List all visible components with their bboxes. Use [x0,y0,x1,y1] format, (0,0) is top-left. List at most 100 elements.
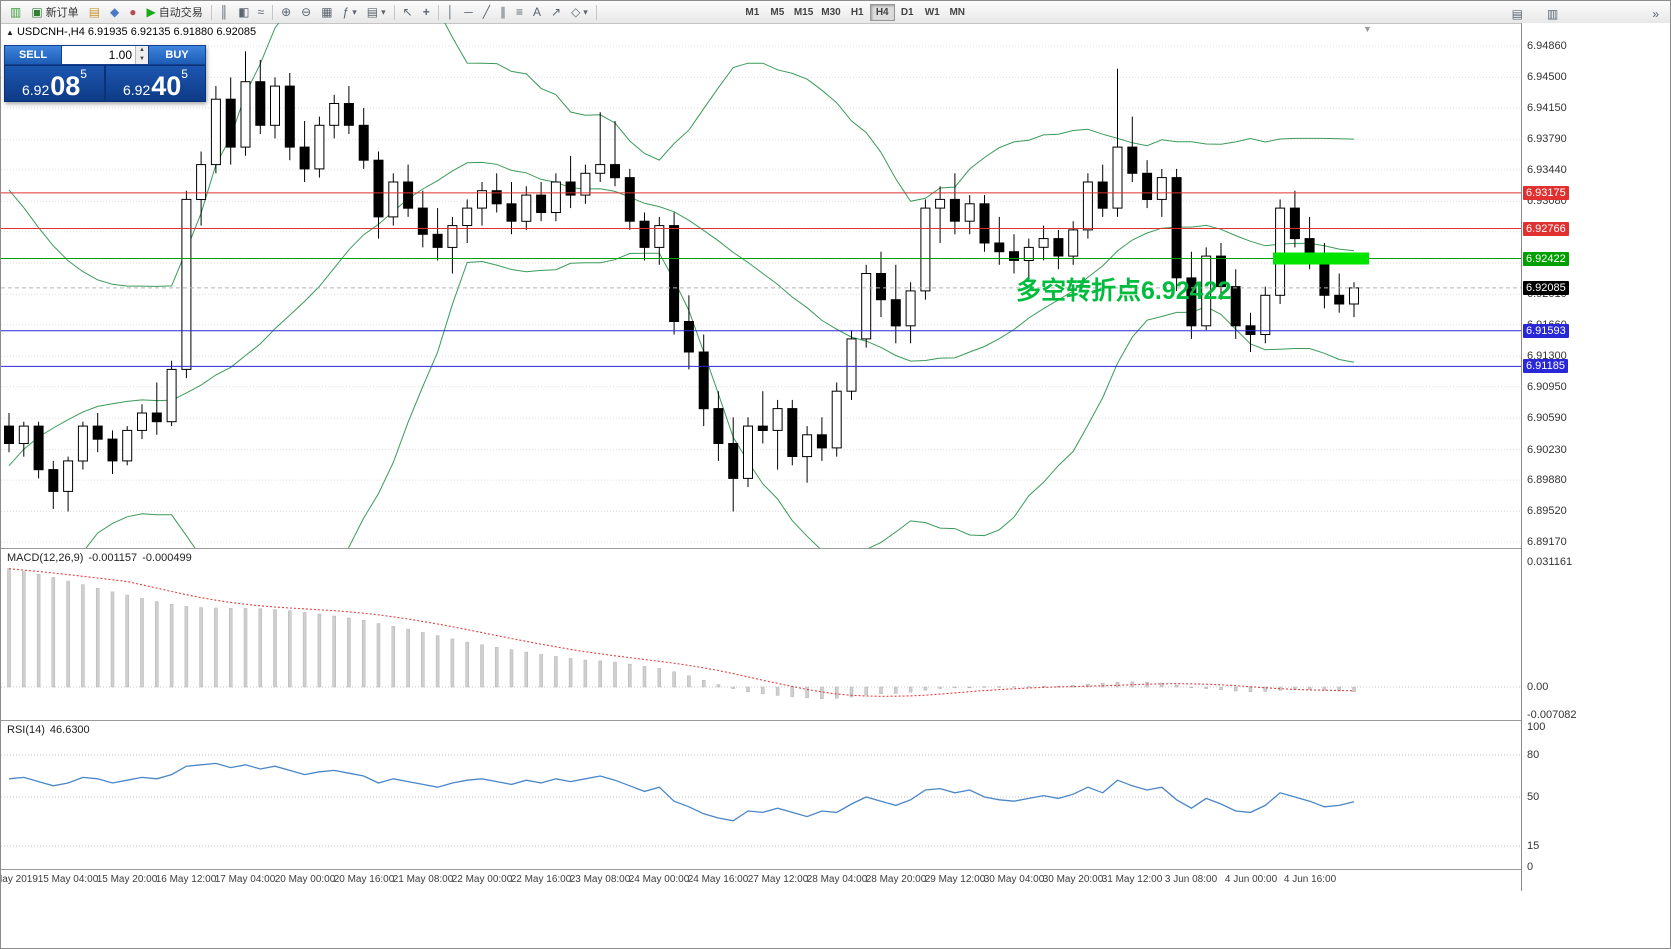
channel-button[interactable]: ∥ [495,3,511,22]
time-tick-label: 28 May 20:00 [865,874,927,885]
vertical-line-button[interactable]: │ [442,3,460,22]
overflow-chevron-icon: » [1652,6,1659,21]
rsi-panel[interactable] [1,721,1521,869]
time-tick-label: 3 Jun 08:00 [1164,874,1218,885]
market-watch-button[interactable]: ◆ [105,3,124,22]
fibonacci-icon: ≡ [515,5,523,19]
buy-price[interactable]: 6.92 40 5 [105,65,206,102]
price-tick-label: 6.93790 [1527,133,1567,146]
toolbar-right-button-2[interactable]: ▥ [1542,4,1563,23]
sell-price[interactable]: 6.92 08 5 [4,65,105,102]
timeframe-mn[interactable]: MN [945,4,970,21]
price-tick-label: 6.89520 [1527,505,1567,518]
macd-axis-label: 0.031161 [1527,556,1573,568]
price-tick-label: 6.89170 [1527,536,1567,548]
price-tick-label: 6.90230 [1527,443,1567,456]
timeframe-d1[interactable]: D1 [895,4,920,21]
profiles-button[interactable]: ▤ [84,3,105,22]
sell-price-pips: 08 [50,71,81,101]
price-tick-label: 6.89880 [1527,474,1567,487]
macd-panel[interactable] [1,549,1521,720]
pane-separator-macd[interactable] [1,548,1670,549]
tile-windows-icon: ▦ [321,5,333,19]
navigator-button[interactable]: ● [124,3,141,22]
time-tick-label: 30 May 20:00 [1042,874,1104,885]
toolbar-right-group: ▤ ▥ » [1507,4,1664,23]
toolbar-overflow-button[interactable]: » [1647,4,1664,23]
oct-collapse-icon[interactable]: ▲ [6,28,14,37]
tile-windows-button[interactable]: ▦ [316,3,337,22]
toolbar-separator [595,4,597,20]
rsi-axis-label: 0 [1527,861,1534,873]
bid-price-label: 6.92085 [1523,280,1569,295]
timeframe-w1[interactable]: W1 [920,4,945,21]
rsi-canvas[interactable] [1,721,1521,869]
templates-button[interactable]: ▤ ▾ [362,3,391,22]
autotrading-button[interactable]: ▶ 自动交易 [142,3,208,22]
bollinger-lower-band [84,252,1355,549]
highlight-rectangle[interactable] [1273,252,1369,265]
zoom-out-icon: ⊖ [301,5,312,19]
toolbar-separator [272,4,274,20]
timeframe-m5[interactable]: M5 [765,4,790,21]
autotrading-label: 自动交易 [158,7,203,19]
candles [4,51,1359,512]
toolbar-right-button-1[interactable]: ▤ [1507,4,1528,23]
bar-chart-button[interactable]: ║ [215,3,234,22]
time-tick-label: 17 May 04:00 [214,874,276,885]
horizontal-line-button[interactable]: ─ [459,3,478,22]
macd-canvas[interactable] [1,549,1521,720]
chart-shift-marker[interactable]: ▼ [1363,24,1372,34]
chart-annotation[interactable]: 多空转折点6.92422 [1016,277,1232,305]
time-tick-label: 28 May 04:00 [806,874,868,885]
hline-price-label: 6.92766 [1523,221,1569,236]
macd-label: MACD(12,26,9) -0.001157 -0.000499 [7,552,192,564]
chart-list-icon: ▥ [1546,6,1559,21]
toolbar-separator [393,4,395,20]
rsi-line [8,762,1355,822]
price-scale[interactable]: 6.94860 6.94500 6.94150 6.93790 6.93440 6.930… [1521,23,1670,891]
pane-separator-rsi[interactable] [1,720,1670,721]
buy-button[interactable]: BUY [148,45,206,65]
volume-down-icon[interactable]: ▼ [136,55,148,64]
arrows-button[interactable]: ↗ [546,3,566,22]
price-chart[interactable] [1,23,1521,549]
time-tick-label: 22 May 00:00 [451,874,513,885]
zoom-in-button[interactable]: ⊕ [276,3,296,22]
new-chart-button[interactable]: ▥ [5,3,26,22]
horizontal-line-icon: ─ [464,5,473,19]
zoom-out-button[interactable]: ⊖ [296,3,316,22]
new-chart-icon: ▥ [10,5,22,19]
volume-input[interactable] [62,46,135,64]
indicators-button[interactable]: ƒ ▾ [338,3,362,22]
timeframe-h4[interactable]: H4 [869,3,895,21]
timeframe-m30[interactable]: M30 [817,4,844,21]
fibonacci-button[interactable]: ≡ [511,3,528,22]
trendline-button[interactable]: ╱ [478,3,495,22]
crosshair-button[interactable]: + [418,3,435,22]
macd-axis-label: -0.007082 [1527,709,1577,722]
timeframe-h1[interactable]: H1 [845,4,870,21]
shapes-button[interactable]: ◇ ▾ [566,3,593,22]
time-tick-label: 23 May 08:00 [569,874,631,885]
sell-price-frac: 5 [80,67,87,81]
line-chart-button[interactable]: ≈ [252,3,269,22]
price-chart-canvas[interactable] [1,23,1521,549]
cursor-button[interactable]: ↖ [398,3,418,22]
volume-up-icon[interactable]: ▲ [136,46,148,55]
hline-price-label: 6.93175 [1523,185,1569,200]
profiles-icon: ▤ [88,5,101,19]
timeframe-m15[interactable]: M15 [790,4,817,21]
sell-button[interactable]: SELL [4,45,62,65]
price-tick-label: 6.94860 [1527,40,1567,52]
rsi-value: 46.6300 [49,724,90,736]
line-chart-icon: ≈ [257,5,265,19]
volume-box: ▲ ▼ [62,45,148,65]
new-order-button[interactable]: ▣ 新订单 [26,3,83,22]
text-button[interactable]: A [528,3,546,22]
time-tick-label: 29 May 12:00 [924,874,986,885]
candlestick-chart-button[interactable]: ▮▯ [233,3,252,22]
timeframe-m1[interactable]: M1 [740,4,765,21]
